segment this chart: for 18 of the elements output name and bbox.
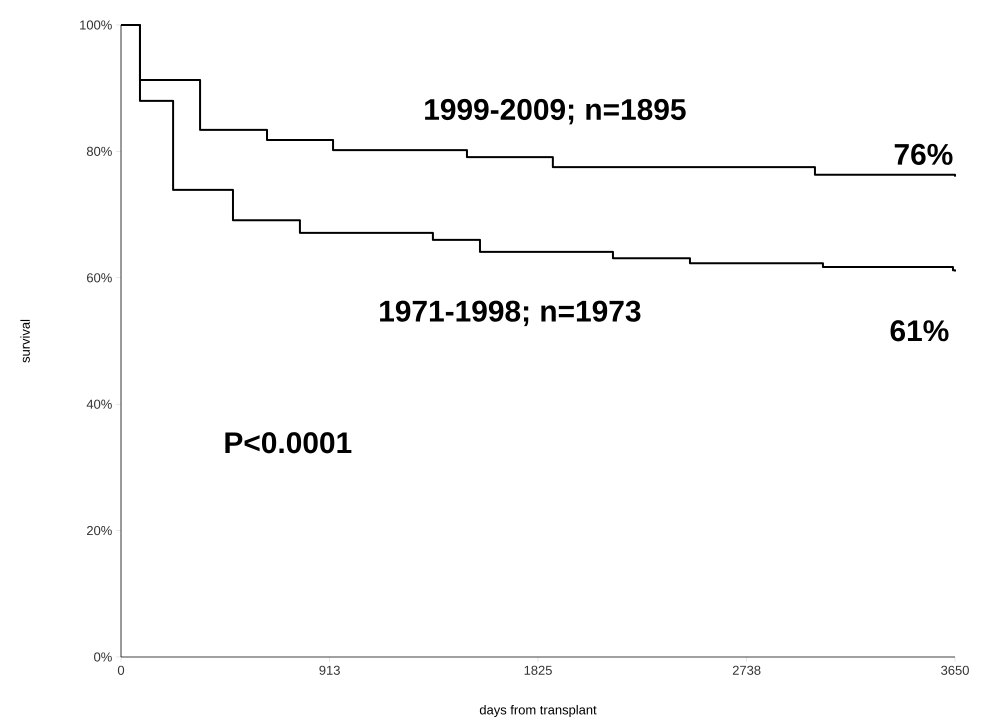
y-tick-label: 80% — [86, 146, 112, 156]
y-tick-label: 20% — [87, 526, 112, 536]
x-tick-label: 1825 — [524, 666, 552, 675]
y-tick-label: 100% — [80, 20, 112, 30]
x-tick-label: 913 — [319, 666, 340, 675]
x-tick-label: 2738 — [732, 666, 760, 675]
x-tick-label: 0 — [118, 666, 124, 675]
x-tick-label: 3650 — [941, 666, 969, 675]
y-tick-label: 0% — [94, 652, 112, 662]
annotation: P<0.0001 — [225, 432, 352, 454]
series-label: 1999-2009; n=1895 — [425, 98, 686, 124]
y-axis-title: survival — [20, 320, 30, 363]
annotation: 76% — [894, 144, 953, 165]
annotation: 61% — [890, 320, 949, 342]
y-tick-label: 60% — [87, 273, 112, 282]
x-axis-title: days from transplant — [480, 704, 597, 718]
series-label: 1971-1998; n=1973 — [380, 300, 640, 326]
y-tick-label: 40% — [86, 400, 112, 409]
